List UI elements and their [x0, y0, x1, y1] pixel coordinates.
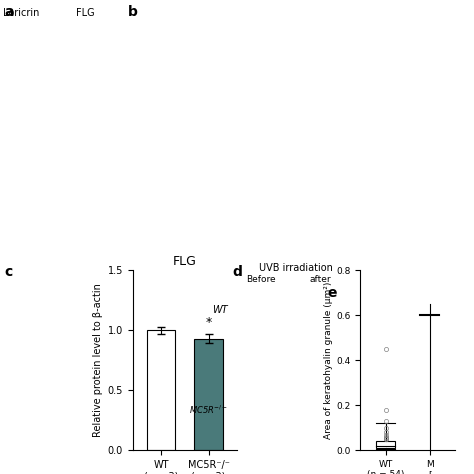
Text: b: b: [128, 5, 138, 19]
Bar: [147, 330, 175, 450]
Y-axis label: Relative protein level to β-actin: Relative protein level to β-actin: [93, 283, 103, 437]
Text: Before: Before: [246, 274, 275, 283]
Y-axis label: Area of keratohyalin granule (μm²): Area of keratohyalin granule (μm²): [324, 282, 333, 439]
Text: e: e: [327, 286, 337, 300]
Text: c: c: [5, 265, 13, 280]
Text: after: after: [309, 274, 331, 283]
Text: FLG: FLG: [76, 8, 95, 18]
Text: WT: WT: [212, 305, 228, 316]
Bar: [376, 441, 395, 448]
Text: d: d: [232, 265, 242, 280]
Text: MC5R$^{-/-}$: MC5R$^{-/-}$: [189, 404, 228, 416]
Text: UVB irradiation: UVB irradiation: [259, 263, 333, 273]
Text: Loricrin: Loricrin: [3, 8, 39, 18]
Bar: [194, 338, 223, 450]
Title: FLG: FLG: [173, 255, 197, 268]
Text: a: a: [5, 5, 14, 19]
Text: *: *: [205, 316, 212, 329]
